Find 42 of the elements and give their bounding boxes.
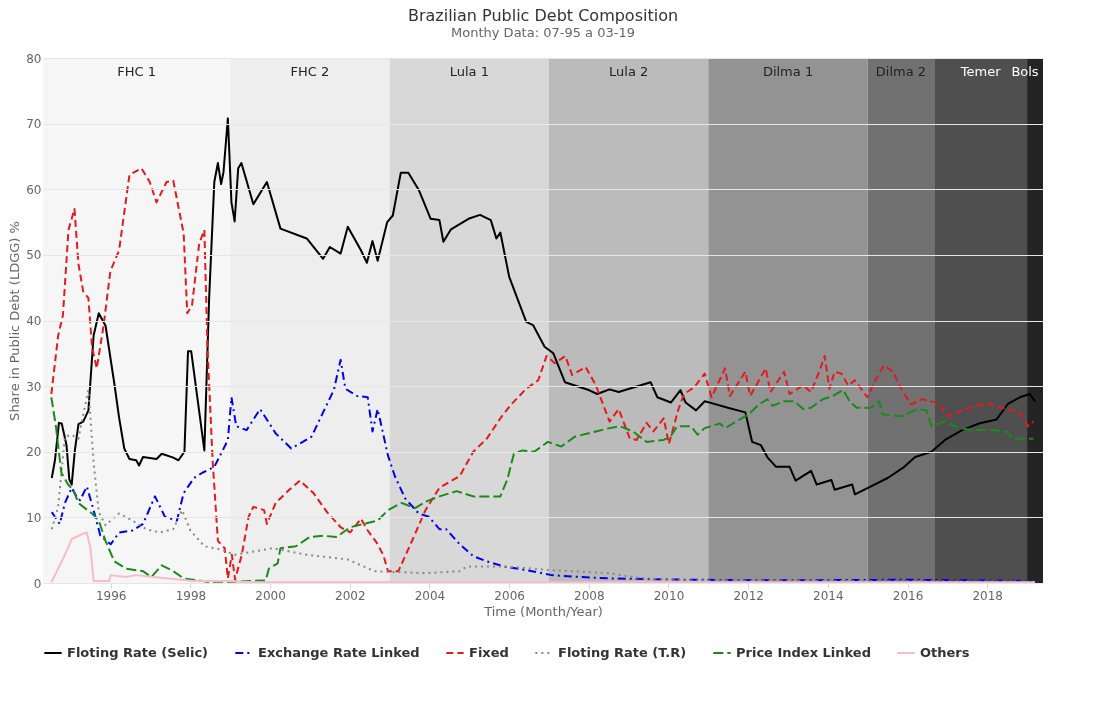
y-tick-label: 60 [26,182,42,197]
y-tick-label: 10 [26,510,42,525]
band-label: Bols [1011,64,1039,79]
y-tick-label: 0 [33,576,42,591]
band-label: Lula 2 [609,64,649,79]
x-tick-label: 1996 [95,588,127,603]
x-tick-label: 2004 [414,588,446,603]
band-label: Lula 1 [449,64,489,79]
x-tick-label: 2002 [335,588,366,603]
band-label: FHC 1 [117,64,156,79]
x-tick-label: 2008 [574,588,605,603]
x-tick-label: 2018 [972,588,1003,603]
legend-label: Price Index Linked [736,645,871,660]
chart-title: Brazilian Public Debt Composition [407,6,679,25]
x-tick-label: 2016 [892,588,924,603]
y-tick-label: 40 [26,314,42,328]
x-tick-label: 2012 [733,588,764,603]
legend-label: Floting Rate (T.R) [558,645,687,660]
legend-label: Exchange Rate Linked [258,645,420,660]
line-series [50,117,1037,496]
x-tick-label: 2014 [813,588,844,603]
band-label: FHC 2 [290,64,330,79]
chart-subtitle: Monthy Data: 07-95 a 03-19 [451,25,635,40]
band-label: Temer [959,64,1002,79]
y-axis-title: Share in Public Debt (LDGG) % [7,221,23,421]
band-label: Dilma 2 [875,64,927,79]
band-label: Dilma 1 [762,64,814,79]
x-axis-title: Time (Month/Year) [483,603,603,619]
line-series [50,167,1035,581]
legend-label: Floting Rate (Selic) [67,645,209,660]
line-series [50,531,1037,584]
x-tick-label: 1998 [175,588,207,603]
x-tick-label: 2010 [653,588,685,603]
y-tick-label: 50 [26,248,42,263]
legend-label: Fixed [469,645,509,660]
y-tick-label: 30 [26,379,42,394]
x-tick-label: 2000 [255,588,286,603]
legend-label: Others [920,645,970,660]
x-tick-label: 2006 [494,588,525,603]
y-tick-label: 20 [26,445,42,460]
y-tick-label: 70 [26,117,42,132]
y-tick-label: 80 [26,51,42,66]
